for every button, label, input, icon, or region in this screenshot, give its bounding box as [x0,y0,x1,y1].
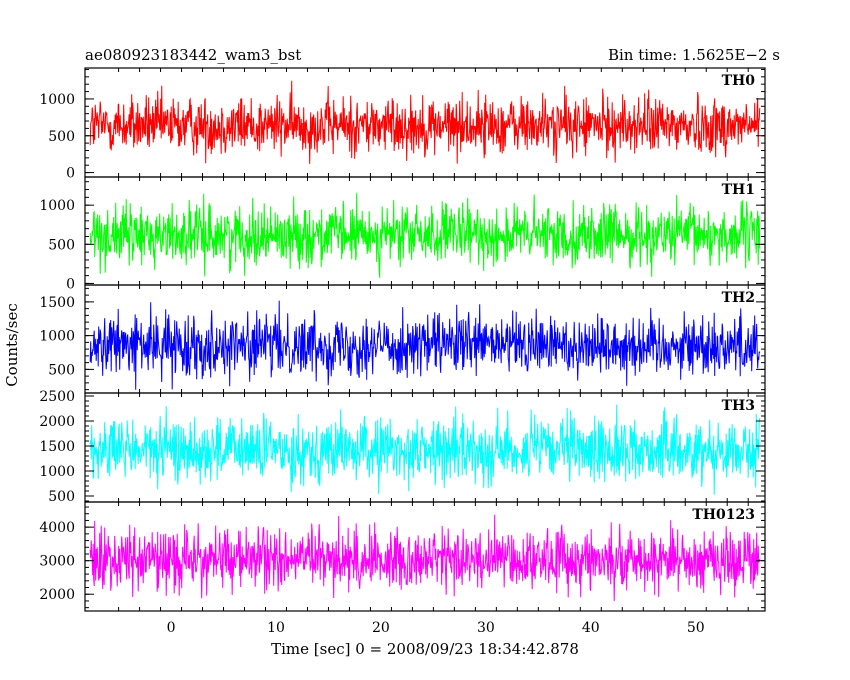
series-th3 [89,404,761,495]
y-tick-label: 500 [48,129,75,145]
plot-title: ae080923183442_wam3_bst [85,46,301,64]
y-tick-label: 1000 [39,464,75,480]
series-th0123 [89,514,761,602]
panel-label: TH0 [722,73,756,89]
panel-th3: 500 1000 1500 2000 2500 TH3 [39,389,766,505]
y-tick-label: 3000 [39,554,75,570]
panel-th0: 0 500 1000 TH0 [39,67,766,182]
y-tick-label: 2000 [39,414,75,430]
y-tick-label: 1000 [39,329,75,345]
series-th1 [89,192,761,278]
panel-label: TH1 [722,182,755,198]
y-tick-label: 500 [48,362,75,378]
y-tick-label: 1500 [39,295,75,311]
panel-label: TH0123 [692,507,755,523]
panel-th2: 500 1000 1500 TH2 [39,284,766,394]
x-tick-label: 50 [687,620,705,636]
x-tick-label: 20 [372,620,390,636]
y-tick-label: 1000 [39,198,75,214]
bin-time-label: Bin time: 1.5625E−2 s [608,46,780,64]
y-axis-label: Counts/sec [3,303,21,387]
x-tick-label: 10 [267,620,285,636]
y-tick-label: 4000 [39,520,75,536]
x-tick-label: 40 [582,620,600,636]
y-tick-label: 500 [48,237,75,253]
y-tick-label: 0 [66,166,75,182]
y-tick-label: 1000 [39,92,75,108]
y-tick-label: 2500 [39,389,75,405]
x-tick-label: 30 [477,620,495,636]
panel-label: TH2 [722,290,755,306]
panel-th0123: 2000 3000 4000 TH0123 [39,501,766,612]
y-tick-label: 0 [66,276,75,292]
panel-frame [84,501,766,612]
y-tick-label: 2000 [39,587,75,603]
x-tick-label: 0 [167,620,176,636]
y-tick-label: 500 [48,489,75,505]
y-tick-label: 1500 [39,439,75,455]
panel-th1: 0 500 1000 TH1 [39,176,766,292]
series-th2 [89,300,761,390]
panel-label: TH3 [722,398,755,414]
x-axis-label: Time [sec] 0 = 2008/09/23 18:34:42.878 [271,640,579,658]
series-th0 [89,80,761,164]
